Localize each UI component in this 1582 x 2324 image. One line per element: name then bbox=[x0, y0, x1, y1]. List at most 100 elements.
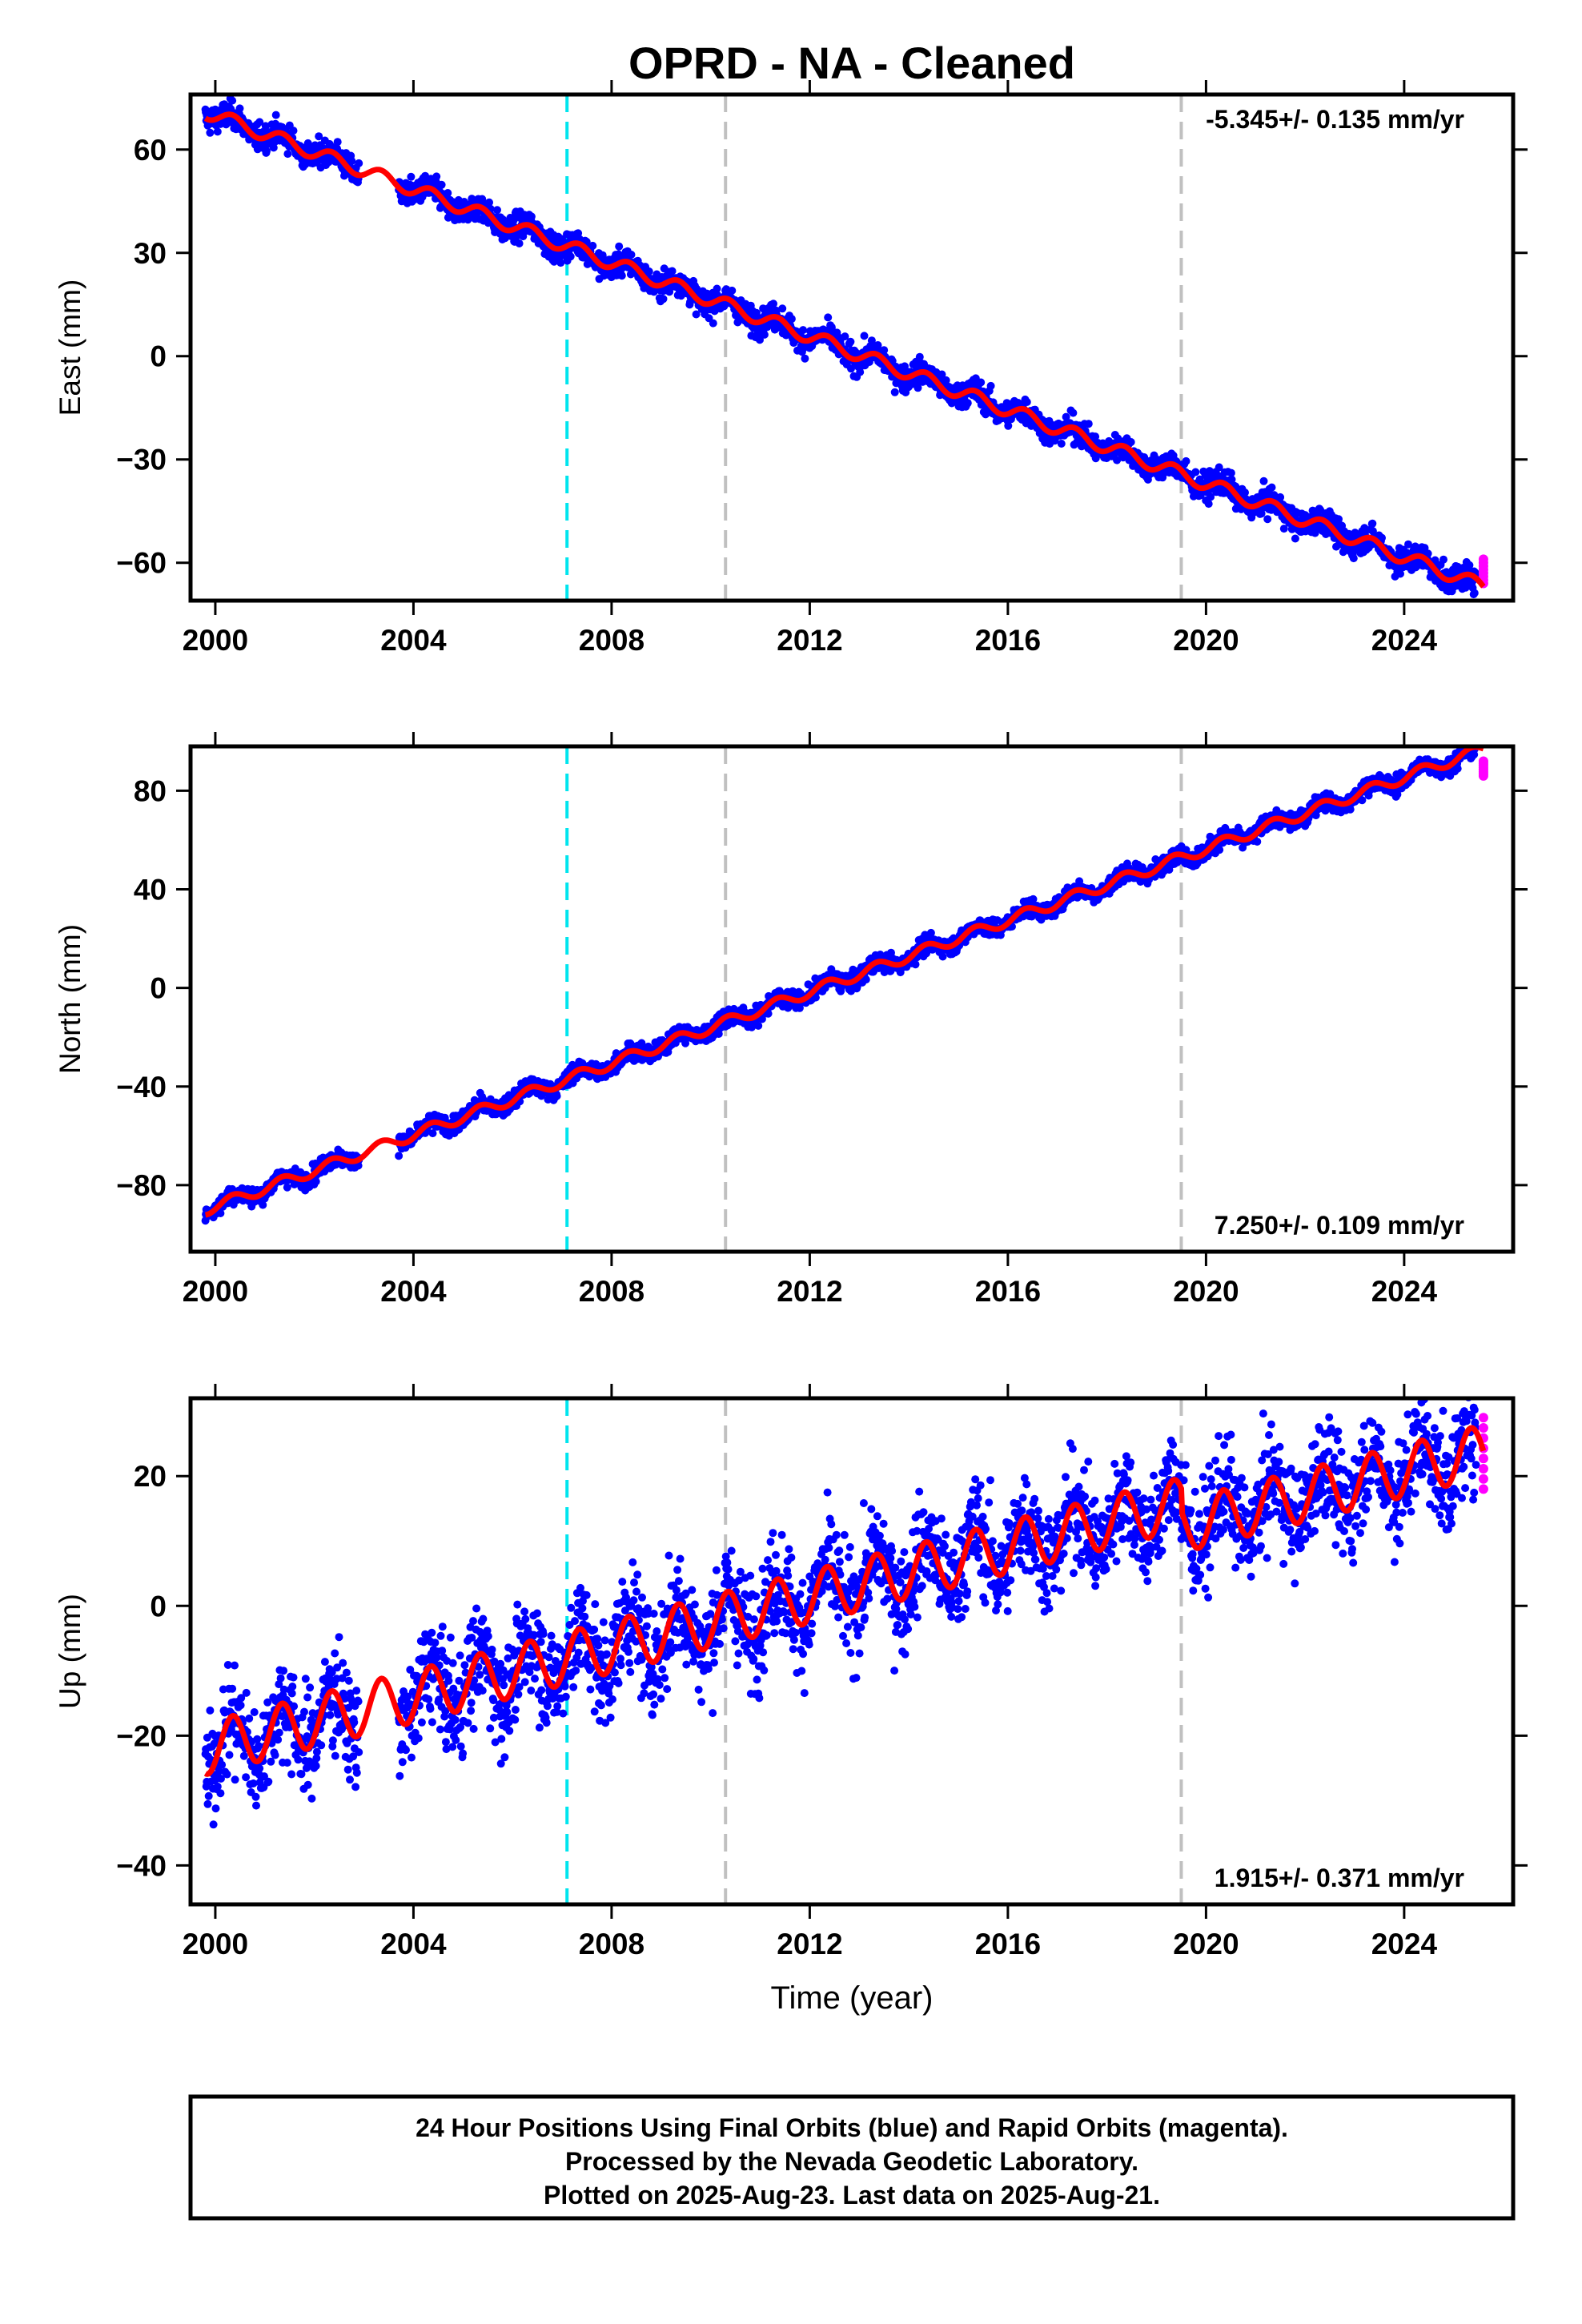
final-orbit-point bbox=[283, 1183, 291, 1192]
final-orbit-point bbox=[913, 384, 922, 392]
final-orbit-point bbox=[880, 346, 889, 355]
final-orbit-point bbox=[756, 336, 764, 344]
final-orbit-point bbox=[709, 319, 717, 328]
final-orbit-point bbox=[1253, 838, 1262, 846]
final-orbit-point bbox=[873, 341, 882, 349]
final-orbit-point bbox=[911, 960, 920, 969]
final-orbit-point bbox=[847, 364, 855, 373]
final-orbit-point bbox=[617, 271, 626, 280]
final-orbit-point bbox=[261, 122, 270, 131]
final-orbit-point bbox=[801, 354, 809, 363]
final-orbit-point bbox=[216, 1209, 225, 1217]
final-orbit-point bbox=[1439, 555, 1447, 564]
final-orbit-point bbox=[1182, 456, 1191, 465]
chart-title: OPRD - NA - Cleaned bbox=[628, 38, 1075, 88]
final-orbit-point bbox=[1241, 489, 1249, 497]
final-orbit-point bbox=[1204, 500, 1213, 509]
final-orbit-point bbox=[986, 381, 995, 390]
final-orbit-point bbox=[728, 286, 737, 295]
final-orbit-point bbox=[1227, 468, 1235, 477]
final-orbit-point bbox=[1113, 456, 1122, 464]
final-orbit-point bbox=[1069, 408, 1078, 417]
final-orbit-point bbox=[1207, 493, 1215, 501]
final-orbit-point bbox=[263, 147, 271, 155]
final-orbit-point bbox=[245, 135, 254, 144]
final-orbit-point bbox=[1378, 533, 1386, 542]
final-orbit-point bbox=[1004, 421, 1013, 430]
final-orbit-point bbox=[519, 232, 528, 241]
final-orbit-point bbox=[556, 259, 565, 267]
x-tick-label: 2004 bbox=[380, 624, 447, 657]
final-orbit-point bbox=[255, 118, 264, 127]
final-orbit-point bbox=[1335, 515, 1343, 524]
final-orbit-point bbox=[1084, 420, 1093, 428]
final-orbit-point bbox=[1470, 589, 1479, 597]
y-tick-label: −60 bbox=[116, 547, 167, 580]
final-orbit-point bbox=[527, 212, 536, 221]
final-orbit-point bbox=[235, 104, 244, 113]
y-axis-label: East (mm) bbox=[54, 279, 86, 416]
final-orbit-point bbox=[303, 139, 312, 147]
plot-area bbox=[201, 94, 1488, 601]
final-orbit-point bbox=[1465, 561, 1474, 569]
final-orbit-point bbox=[206, 128, 215, 137]
x-tick-label: 2008 bbox=[579, 624, 644, 657]
final-orbit-point bbox=[1091, 432, 1100, 441]
final-orbit-point bbox=[1291, 534, 1299, 543]
final-orbit-point bbox=[659, 295, 668, 304]
final-orbit-point bbox=[627, 251, 636, 259]
y-tick-label: 0 bbox=[150, 340, 167, 373]
final-orbit-point bbox=[752, 308, 761, 317]
final-orbit-point bbox=[407, 172, 416, 181]
final-orbit-point bbox=[915, 352, 924, 361]
panel-frame bbox=[188, 92, 1516, 603]
x-tick-label: 2020 bbox=[1173, 624, 1239, 657]
final-orbit-point bbox=[347, 157, 356, 166]
final-orbit-point bbox=[1022, 398, 1031, 406]
final-orbit-point bbox=[938, 370, 946, 379]
x-tick-label: 2012 bbox=[777, 624, 842, 657]
final-orbit-point bbox=[1259, 476, 1268, 485]
x-tick-label: 2000 bbox=[183, 624, 248, 657]
final-orbit-point bbox=[860, 332, 869, 340]
y-tick-label: −30 bbox=[116, 444, 167, 476]
model-curve bbox=[203, 111, 1486, 589]
final-orbit-point bbox=[938, 952, 947, 961]
final-orbit-point bbox=[778, 304, 787, 313]
plot-area bbox=[201, 746, 1488, 1252]
final-orbit-point bbox=[228, 96, 237, 105]
final-orbit-point bbox=[1215, 463, 1223, 472]
final-orbit-point bbox=[315, 132, 323, 141]
final-orbit-point bbox=[588, 241, 597, 250]
panel-2: 2000 2004 2008 2012 2016 2020 202480400−40−80N… bbox=[54, 732, 1528, 1308]
final-orbit-point bbox=[1349, 554, 1358, 563]
final-orbit-point bbox=[269, 143, 278, 152]
y-tick-label: 60 bbox=[134, 134, 167, 167]
final-orbit-point bbox=[311, 1177, 320, 1186]
final-orbit-point bbox=[1276, 493, 1285, 501]
x-tick-label: 2016 bbox=[975, 624, 1041, 657]
final-orbit-point bbox=[1368, 519, 1377, 528]
final-orbit-point bbox=[333, 138, 342, 147]
final-orbit-point bbox=[841, 332, 849, 341]
final-orbit-point bbox=[271, 111, 280, 119]
final-orbit-point bbox=[437, 180, 446, 189]
final-orbit-point bbox=[355, 159, 363, 167]
final-orbit-point bbox=[615, 242, 624, 251]
final-orbit-point bbox=[283, 150, 292, 159]
final-orbit-point bbox=[444, 189, 452, 197]
final-orbit-point bbox=[395, 1152, 404, 1160]
final-orbit-point bbox=[668, 267, 677, 275]
final-orbit-point bbox=[485, 198, 493, 207]
final-orbit-point bbox=[493, 206, 501, 215]
final-orbit-point bbox=[942, 376, 950, 384]
final-orbit-point bbox=[1461, 583, 1470, 592]
final-orbit-point bbox=[1423, 549, 1432, 558]
final-orbit-point bbox=[824, 313, 833, 322]
final-orbit-point bbox=[1057, 440, 1066, 448]
final-orbit-point bbox=[259, 1200, 267, 1209]
final-orbit-point bbox=[787, 315, 796, 324]
final-orbit-point bbox=[799, 326, 808, 335]
